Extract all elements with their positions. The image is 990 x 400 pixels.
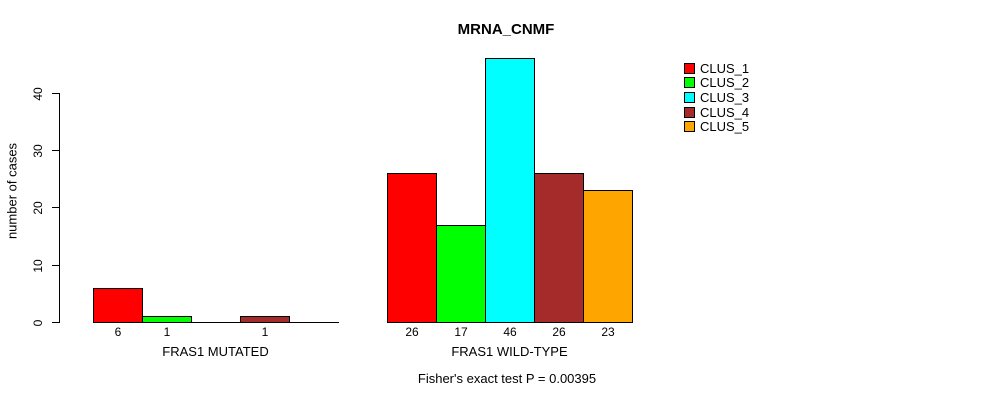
bar-clus_1 (93, 288, 143, 323)
legend-swatch-clus_2 (684, 77, 695, 89)
bar-value-label: 1 (163, 325, 171, 339)
legend-label: CLUS_2 (700, 75, 750, 91)
bar-clus_2 (142, 316, 192, 323)
bar-value-label: 26 (405, 325, 419, 339)
bar-clus_3 (485, 58, 535, 323)
legend-label: CLUS_5 (700, 119, 750, 135)
legend-item: CLUS_4 (684, 105, 749, 120)
y-tick-mark (52, 150, 60, 151)
bar-value-label: 46 (503, 325, 517, 339)
legend-item: CLUS_2 (684, 76, 749, 91)
bar-value-label: 6 (114, 325, 122, 339)
y-tick-label: 0 (31, 319, 45, 326)
y-axis-line (59, 93, 60, 323)
bar-clus_5 (583, 190, 633, 323)
legend: CLUS_1 CLUS_2 CLUS_3 CLUS_4 CLUS_5 (684, 61, 749, 134)
bar-clus_4 (240, 316, 290, 323)
legend-item: CLUS_5 (684, 119, 749, 134)
y-tick-label: 30 (31, 143, 45, 158)
bar-clus_2 (436, 225, 486, 323)
legend-item: CLUS_3 (684, 90, 749, 105)
y-tick-mark (52, 207, 60, 208)
chart-title: MRNA_CNMF (457, 21, 555, 38)
y-tick-label: 40 (31, 86, 45, 101)
y-tick-label: 20 (31, 200, 45, 215)
legend-label: CLUS_1 (700, 60, 750, 76)
legend-swatch-clus_1 (684, 62, 695, 74)
x-baseline (93, 322, 339, 323)
legend-item: CLUS_1 (684, 61, 749, 76)
bar-value-label: 1 (261, 325, 269, 339)
bar-clus_4 (534, 173, 584, 323)
fisher-test-annotation: Fisher's exact test P = 0.00395 (417, 371, 597, 386)
y-tick-mark (52, 265, 60, 266)
x-group-label-wildtype: FRAS1 WILD-TYPE (451, 344, 568, 359)
bar-value-label: 26 (552, 325, 566, 339)
legend-label: CLUS_3 (700, 89, 750, 105)
bar-value-label: 23 (601, 325, 615, 339)
bar-clus_1 (387, 173, 437, 323)
legend-label: CLUS_4 (700, 104, 750, 120)
x-group-label-mutated: FRAS1 MUTATED (162, 344, 269, 359)
bar-value-label: 17 (454, 325, 468, 339)
legend-swatch-clus_5 (684, 121, 695, 133)
y-tick-mark (52, 322, 60, 323)
legend-swatch-clus_4 (684, 106, 695, 118)
legend-swatch-clus_3 (684, 91, 695, 103)
y-tick-label: 10 (31, 258, 45, 273)
y-tick-mark (52, 93, 60, 94)
